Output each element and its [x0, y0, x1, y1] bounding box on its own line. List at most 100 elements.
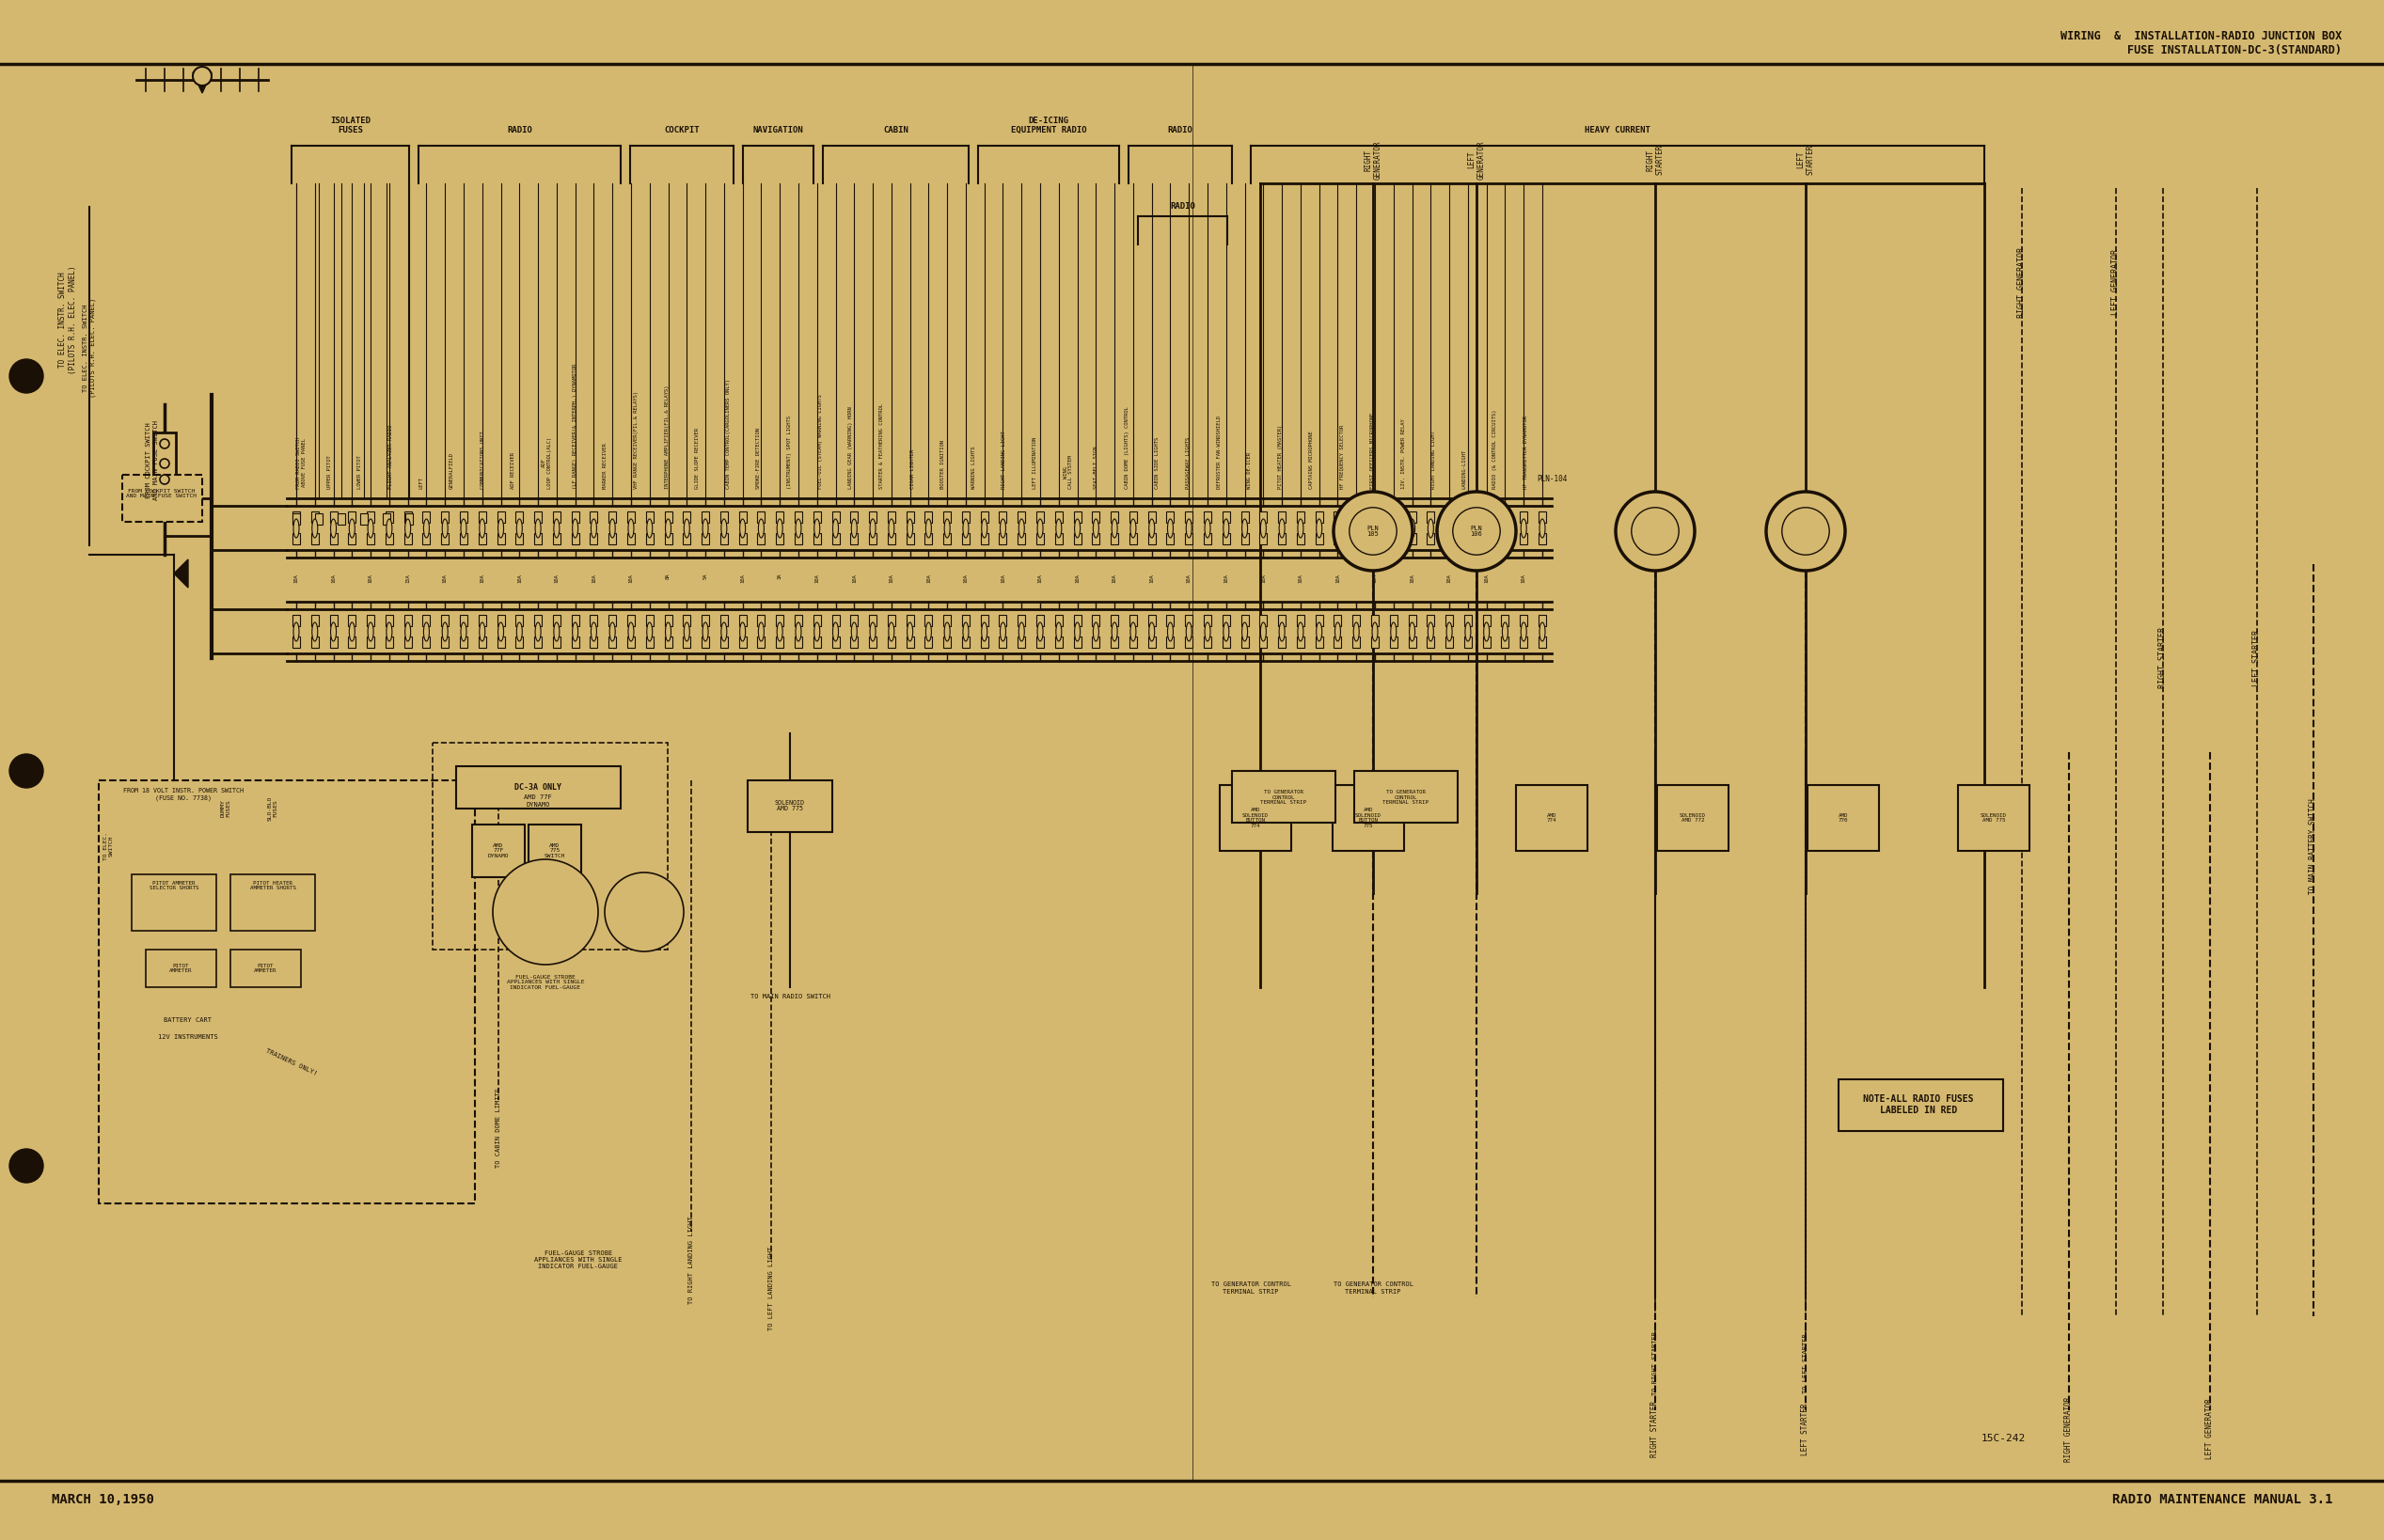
Text: 10A: 10A	[331, 573, 336, 582]
Text: 10A: 10A	[927, 573, 930, 582]
Polygon shape	[174, 559, 188, 588]
Text: 5A: 5A	[703, 573, 708, 579]
Bar	[1221, 785, 1292, 852]
Bar	[572, 511, 579, 522]
Text: LEFT STARTER: LEFT STARTER	[1802, 1403, 1809, 1455]
Bar	[1297, 511, 1304, 522]
Text: 10A: 10A	[1075, 573, 1080, 582]
Ellipse shape	[1483, 622, 1490, 641]
Text: DUMMY
FUSES: DUMMY FUSES	[222, 799, 231, 818]
Circle shape	[629, 898, 658, 926]
Bar	[455, 767, 620, 808]
Bar	[479, 636, 486, 648]
Ellipse shape	[312, 622, 317, 641]
Bar	[529, 824, 582, 878]
Circle shape	[617, 885, 670, 938]
Bar	[231, 875, 315, 930]
Text: LOWER PITOT: LOWER PITOT	[358, 456, 362, 488]
Ellipse shape	[1204, 519, 1211, 537]
Bar	[329, 614, 336, 627]
Bar	[1278, 636, 1285, 648]
Circle shape	[1333, 491, 1414, 571]
Bar	[98, 781, 474, 1203]
Text: RIGHT GENERATOR: RIGHT GENERATOR	[2017, 246, 2026, 317]
Text: 10A: 10A	[293, 573, 298, 582]
Text: TO CABIN DOME LIMITS: TO CABIN DOME LIMITS	[496, 1089, 501, 1169]
Bar	[553, 614, 560, 627]
Bar	[348, 614, 355, 627]
Bar	[386, 533, 393, 544]
Bar	[1428, 614, 1435, 627]
Bar	[1092, 636, 1099, 648]
Text: GLIDE SLOPE RECEIVER: GLIDE SLOPE RECEIVER	[696, 428, 701, 488]
Bar	[1037, 636, 1044, 648]
Ellipse shape	[1130, 519, 1135, 537]
Bar	[1445, 533, 1454, 544]
Bar	[515, 511, 522, 522]
Ellipse shape	[1390, 519, 1397, 537]
Ellipse shape	[646, 622, 653, 641]
Ellipse shape	[627, 622, 634, 641]
Circle shape	[1631, 508, 1678, 554]
Bar	[472, 824, 524, 878]
Bar	[646, 614, 653, 627]
Bar	[1352, 511, 1361, 522]
Ellipse shape	[1204, 622, 1211, 641]
Bar	[515, 636, 522, 648]
Bar	[963, 533, 970, 544]
Text: 12V. INSTR. POWER RELAY: 12V. INSTR. POWER RELAY	[1402, 419, 1407, 488]
Ellipse shape	[982, 519, 987, 537]
Bar	[367, 533, 374, 544]
Ellipse shape	[1094, 622, 1099, 641]
Bar	[739, 533, 746, 544]
Bar	[999, 511, 1006, 522]
Bar	[980, 533, 987, 544]
Ellipse shape	[1018, 622, 1025, 641]
Circle shape	[493, 859, 598, 964]
Ellipse shape	[870, 622, 875, 641]
Ellipse shape	[1075, 519, 1080, 537]
Bar	[1464, 511, 1471, 522]
Bar	[293, 533, 300, 544]
Text: CAPTAINS MICROPHONE: CAPTAINS MICROPHONE	[1309, 431, 1314, 488]
Bar	[1166, 533, 1173, 544]
Text: VHF RANGE RECEIVER(FIL.& RELAYS): VHF RANGE RECEIVER(FIL.& RELAYS)	[634, 391, 639, 488]
Bar	[515, 533, 522, 544]
Text: DEFROSTER FAN-WINDSHIELD: DEFROSTER FAN-WINDSHIELD	[1216, 416, 1221, 488]
Text: 10A: 10A	[1409, 573, 1414, 582]
Bar	[1037, 511, 1044, 522]
Text: LEFT
STARTER: LEFT STARTER	[1798, 145, 1814, 176]
Bar	[794, 636, 801, 648]
Text: RIGHT STARTER: RIGHT STARTER	[1652, 1401, 1659, 1457]
Bar	[496, 533, 505, 544]
Bar	[832, 533, 839, 544]
Text: TRAINERS ONLY!: TRAINERS ONLY!	[265, 1049, 317, 1076]
Ellipse shape	[703, 519, 708, 537]
Bar	[1242, 533, 1249, 544]
Circle shape	[10, 359, 43, 393]
Ellipse shape	[1094, 519, 1099, 537]
Text: 10A: 10A	[591, 573, 596, 582]
Ellipse shape	[572, 622, 577, 641]
Bar	[1204, 636, 1211, 648]
Bar	[339, 513, 346, 525]
Bar	[460, 614, 467, 627]
Bar	[1018, 636, 1025, 648]
Text: RADIO: RADIO	[508, 126, 532, 134]
Bar	[1259, 511, 1268, 522]
Ellipse shape	[1540, 622, 1545, 641]
Bar	[386, 636, 393, 648]
Text: 10A: 10A	[367, 573, 372, 582]
Ellipse shape	[722, 622, 727, 641]
Bar	[1316, 533, 1323, 544]
Ellipse shape	[1540, 519, 1545, 537]
Ellipse shape	[1373, 622, 1378, 641]
Bar	[963, 511, 970, 522]
Text: UPPER PITOT: UPPER PITOT	[327, 456, 331, 488]
Ellipse shape	[1447, 519, 1452, 537]
Bar	[794, 511, 801, 522]
Text: PITOT AMMETER
SELECTOR SHORTS: PITOT AMMETER SELECTOR SHORTS	[150, 881, 198, 890]
Bar	[925, 636, 932, 648]
Ellipse shape	[534, 519, 541, 537]
Bar	[348, 511, 355, 522]
